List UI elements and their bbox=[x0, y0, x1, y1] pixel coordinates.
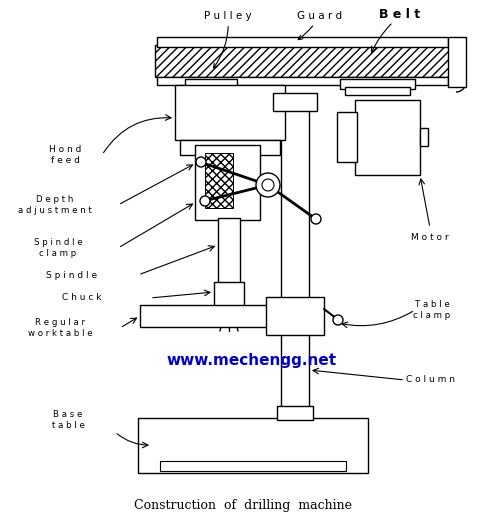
Text: Construction  of  drilling  machine: Construction of drilling machine bbox=[134, 499, 352, 512]
Bar bbox=[266, 297, 324, 335]
Bar bbox=[175, 85, 285, 140]
Bar bbox=[345, 87, 410, 95]
Bar bbox=[277, 406, 313, 420]
Text: S p i n d l e: S p i n d l e bbox=[47, 270, 98, 279]
Circle shape bbox=[196, 157, 206, 167]
Circle shape bbox=[333, 315, 343, 325]
Text: S p i n d l e
c l a m p: S p i n d l e c l a m p bbox=[34, 238, 82, 258]
Text: D e p t h
a d j u s t m e n t: D e p t h a d j u s t m e n t bbox=[18, 195, 92, 215]
Text: P u l l e y: P u l l e y bbox=[204, 11, 252, 68]
Bar bbox=[214, 282, 244, 307]
Bar bbox=[192, 91, 230, 99]
Text: R e g u l a r
w o r k t a b l e: R e g u l a r w o r k t a b l e bbox=[28, 318, 92, 338]
Bar bbox=[448, 37, 466, 87]
Bar bbox=[355, 100, 420, 175]
Bar bbox=[185, 79, 237, 93]
Circle shape bbox=[262, 179, 274, 191]
Text: G u a r d: G u a r d bbox=[297, 11, 343, 40]
Bar bbox=[140, 305, 278, 327]
Bar bbox=[273, 93, 317, 111]
Bar bbox=[340, 79, 415, 89]
Text: C h u c k: C h u c k bbox=[62, 293, 102, 303]
Bar bbox=[155, 45, 450, 77]
Bar bbox=[281, 95, 309, 450]
Text: T a b l e
c l a m p: T a b l e c l a m p bbox=[414, 300, 451, 320]
Circle shape bbox=[256, 173, 280, 197]
Bar bbox=[420, 128, 428, 146]
Bar bbox=[157, 77, 448, 85]
Bar bbox=[138, 418, 368, 473]
Text: B a s e
t a b l e: B a s e t a b l e bbox=[52, 411, 85, 430]
Bar bbox=[218, 218, 240, 283]
Bar bbox=[180, 140, 280, 155]
Circle shape bbox=[311, 214, 321, 224]
Bar bbox=[195, 145, 260, 220]
Text: B e l t: B e l t bbox=[380, 7, 420, 20]
Circle shape bbox=[200, 196, 210, 206]
Text: www.mechengg.net: www.mechengg.net bbox=[167, 353, 337, 367]
Bar bbox=[157, 37, 448, 47]
Text: M o t o r: M o t o r bbox=[411, 233, 449, 242]
Text: H o n d
f e e d: H o n d f e e d bbox=[49, 145, 81, 165]
Text: C o l u m n: C o l u m n bbox=[405, 376, 454, 384]
Bar bbox=[337, 112, 357, 162]
Bar bbox=[160, 461, 346, 471]
Bar bbox=[218, 307, 240, 322]
Bar bbox=[205, 153, 233, 208]
